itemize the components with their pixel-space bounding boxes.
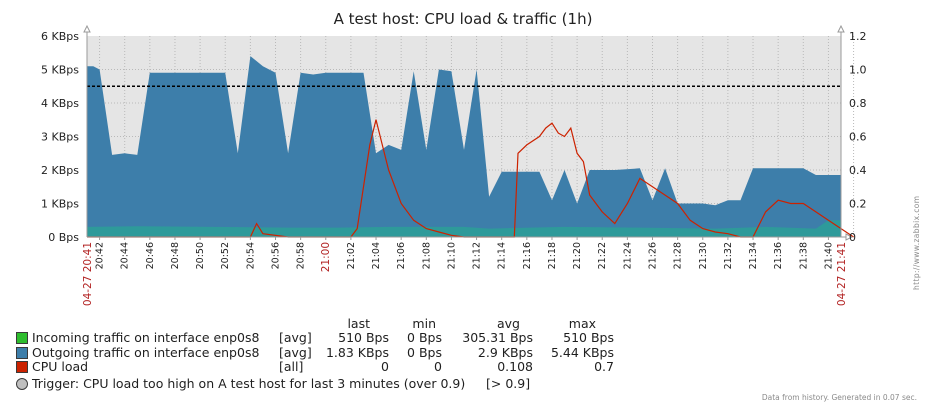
x-tick-label: 21:02 bbox=[346, 242, 357, 269]
x-tick-label: 21:28 bbox=[673, 242, 684, 269]
x-tick-label: 21:32 bbox=[723, 242, 734, 269]
y-right-tick-label: 0.4 bbox=[849, 164, 867, 177]
x-tick-label: 20:56 bbox=[271, 242, 282, 269]
y-left-tick-label: 5 KBps bbox=[41, 64, 79, 77]
y-left-tick-label: 4 KBps bbox=[41, 97, 79, 110]
x-tick-label: 21:08 bbox=[421, 242, 432, 269]
chart-title: A test host: CPU load & traffic (1h) bbox=[334, 10, 593, 28]
y-left-tick-label: 3 KBps bbox=[41, 131, 79, 144]
x-tick-label: 21:34 bbox=[748, 242, 759, 269]
y-left-tick-label: 2 KBps bbox=[41, 164, 79, 177]
x-axis-arrow bbox=[845, 233, 854, 241]
x-tick-label: 21:40 bbox=[823, 242, 834, 269]
x-end-label: 04-27 21:41 bbox=[836, 242, 848, 306]
x-start-label: 04-27 20:41 bbox=[82, 242, 94, 306]
y-left-tick-label: 6 KBps bbox=[41, 30, 79, 43]
x-tick-label: 21:38 bbox=[798, 242, 809, 269]
zabbix-watermark: http://www.zabbix.com bbox=[912, 195, 921, 290]
y-right-tick-label: 0.6 bbox=[849, 131, 867, 144]
x-tick-label: 20:50 bbox=[195, 242, 206, 269]
y-left-tick-label: 0 Bps bbox=[48, 231, 79, 244]
x-tick-label: 21:06 bbox=[396, 242, 407, 269]
series-incoming-area bbox=[87, 220, 841, 237]
x-tick-label: 21:00 bbox=[320, 242, 332, 272]
x-tick-label: 20:52 bbox=[220, 242, 231, 269]
x-tick-label: 21:22 bbox=[597, 242, 608, 269]
x-tick-label: 21:24 bbox=[622, 242, 633, 269]
x-tick-label: 20:46 bbox=[145, 242, 156, 269]
plot-area: 0 Bps 1 KBps 2 KBps 3 KBps 4 KBps 5 KBps 6 KBp… bbox=[41, 24, 867, 306]
x-tick-label: 21:20 bbox=[572, 242, 583, 269]
x-tick-label: 21:04 bbox=[371, 242, 382, 269]
x-tick-label: 21:26 bbox=[648, 242, 659, 269]
y-left-tick-label: 1 KBps bbox=[41, 198, 79, 211]
x-tick-label: 20:44 bbox=[120, 242, 131, 269]
y-right-tick-label: 0 bbox=[849, 231, 856, 244]
y-axis-right-arrow bbox=[837, 24, 845, 33]
x-tick-label: 21:36 bbox=[773, 242, 784, 269]
y-right-tick-label: 0.2 bbox=[849, 198, 867, 211]
generated-footer: Data from history. Generated in 0.07 sec… bbox=[761, 393, 917, 402]
x-tick-label: 21:10 bbox=[446, 242, 457, 269]
x-tick-label: 20:42 bbox=[95, 242, 106, 269]
x-tick-label: 21:18 bbox=[547, 242, 558, 269]
x-tick-label: 21:16 bbox=[522, 242, 533, 269]
series-outgoing-area bbox=[87, 56, 841, 237]
y-axis-left-arrow bbox=[83, 24, 91, 33]
y-right-tick-label: 1.0 bbox=[849, 64, 867, 77]
x-tick-label: 20:58 bbox=[296, 242, 307, 269]
x-tick-label: 21:14 bbox=[497, 242, 508, 269]
x-tick-label: 21:12 bbox=[472, 242, 483, 269]
x-tick-label: 20:54 bbox=[245, 242, 256, 269]
y-right-tick-label: 0.8 bbox=[849, 97, 867, 110]
x-tick-label: 21:30 bbox=[698, 242, 709, 269]
x-tick-label: 20:48 bbox=[170, 242, 181, 269]
y-right-tick-label: 1.2 bbox=[849, 30, 867, 43]
